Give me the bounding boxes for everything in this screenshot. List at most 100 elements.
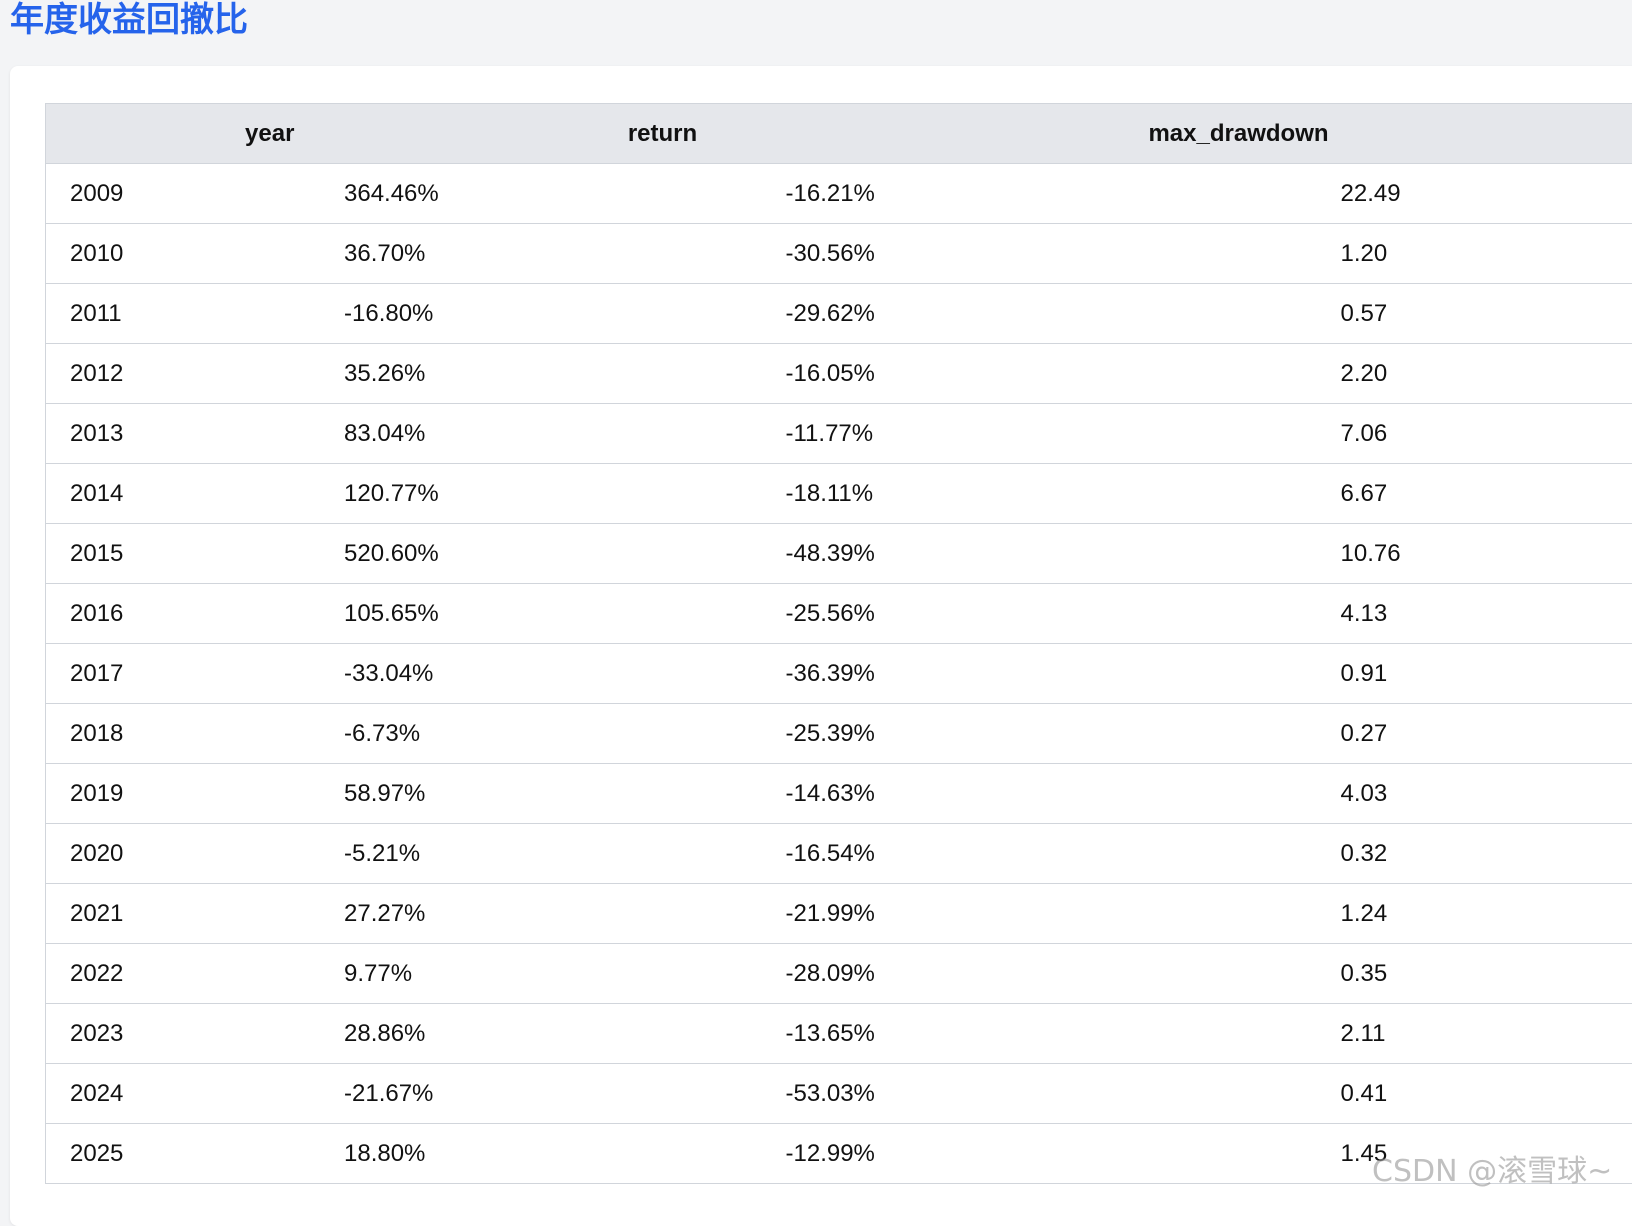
cell-return: -28.09%	[494, 944, 832, 1004]
table-card: year return max_drawdown 2009 364.46% -16.…	[10, 66, 1632, 1226]
cell-year: 2024 -21.67%	[46, 1064, 494, 1124]
cell-max-drawdown: 0.91	[832, 644, 1632, 704]
cell-max-drawdown: 10.76	[832, 524, 1632, 584]
ratio-value: 1.20	[1341, 240, 1388, 268]
table-row: 2011-16.80%-29.62% 0.57	[46, 284, 1632, 344]
return-value: 58.97%	[344, 780, 425, 808]
cell-return: -48.39%	[494, 524, 832, 584]
cell-max-drawdown: 22.49	[832, 164, 1632, 224]
cell-year: 2011-16.80%	[46, 284, 494, 344]
cell-max-drawdown: 4.03	[832, 764, 1632, 824]
table-row: 2025 18.80% -12.99% 1.45	[46, 1124, 1632, 1184]
return-value: 120.77%	[344, 480, 439, 508]
cell-return: -18.11%	[494, 464, 832, 524]
year-value: 2013	[70, 420, 123, 448]
year-value: 2017	[70, 660, 123, 688]
ratio-value: 0.27	[1341, 720, 1388, 748]
return-value: 35.26%	[344, 360, 425, 388]
cell-return: -53.03%	[494, 1064, 832, 1124]
table-row: 2017-33.04%-36.39%0.91	[46, 644, 1632, 704]
return-value: 28.86%	[344, 1020, 425, 1048]
table-row: 2018 -6.73% -25.39% 0.27	[46, 704, 1632, 764]
ratio-value: 1.45	[1341, 1140, 1388, 1168]
table-row: 2009 364.46% -16.21% 22.49	[46, 164, 1632, 224]
cell-year: 2014 120.77%	[46, 464, 494, 524]
cell-year: 2017-33.04%	[46, 644, 494, 704]
ratio-value: 4.13	[1341, 600, 1388, 628]
return-value: 364.46%	[344, 180, 439, 208]
cell-max-drawdown: 0.32	[832, 824, 1632, 884]
ratio-value: 0.57	[1341, 300, 1388, 328]
year-value: 2021	[70, 900, 123, 928]
return-value: 27.27%	[344, 900, 425, 928]
year-value: 2024	[70, 1080, 123, 1108]
year-value: 2018	[70, 720, 123, 748]
cell-return: -29.62%	[494, 284, 832, 344]
table-row: 2024 -21.67% -53.03% 0.41	[46, 1064, 1632, 1124]
cell-max-drawdown: 1.45	[832, 1124, 1632, 1184]
cell-return: -21.99%	[494, 884, 832, 944]
year-value: 2016	[70, 600, 123, 628]
ratio-value: 7.06	[1341, 420, 1388, 448]
return-value: -6.73%	[344, 720, 420, 748]
cell-year: 2013 83.04%	[46, 404, 494, 464]
ratio-value: 2.11	[1341, 1020, 1386, 1048]
ratio-value: 10.76	[1341, 540, 1401, 568]
ratio-value: 0.41	[1341, 1080, 1388, 1108]
table-row: 2013 83.04% -11.77% 7.06	[46, 404, 1632, 464]
table-row: 2016 105.65% -25.56% 4.13	[46, 584, 1632, 644]
ratio-value: 0.35	[1341, 960, 1388, 988]
year-value: 2025	[70, 1140, 123, 1168]
header-max-drawdown[interactable]: max_drawdown	[832, 104, 1632, 164]
cell-year: 2023 28.86%	[46, 1004, 494, 1064]
cell-return: -11.77%	[494, 404, 832, 464]
year-value: 2009	[70, 180, 123, 208]
cell-max-drawdown: 0.35	[832, 944, 1632, 1004]
page-title: 年度收益回撤比	[10, 0, 248, 40]
return-value: 9.77%	[344, 960, 412, 988]
year-value: 2012	[70, 360, 123, 388]
cell-return: -16.05%	[494, 344, 832, 404]
cell-max-drawdown: 1.20	[832, 224, 1632, 284]
header-year[interactable]: year	[46, 104, 494, 164]
table-header-row: year return max_drawdown	[46, 104, 1632, 164]
annual-return-drawdown-table: year return max_drawdown 2009 364.46% -16.…	[45, 103, 1632, 1184]
year-value: 2020	[70, 840, 123, 868]
return-value: 18.80%	[344, 1140, 425, 1168]
cell-max-drawdown: 0.57	[832, 284, 1632, 344]
cell-return: -12.99%	[494, 1124, 832, 1184]
cell-year: 2016 105.65%	[46, 584, 494, 644]
cell-max-drawdown: 0.41	[832, 1064, 1632, 1124]
cell-return: -25.56%	[494, 584, 832, 644]
table-row: 2020-5.21%-16.54%0.32	[46, 824, 1632, 884]
header-return[interactable]: return	[494, 104, 832, 164]
cell-return: -16.54%	[494, 824, 832, 884]
year-value: 2015	[70, 540, 123, 568]
year-value: 2014	[70, 480, 123, 508]
table-row: 2021 27.27% -21.99%1.24	[46, 884, 1632, 944]
cell-year: 2025 18.80%	[46, 1124, 494, 1184]
cell-return: -25.39%	[494, 704, 832, 764]
year-value: 2023	[70, 1020, 123, 1048]
cell-return: -16.21%	[494, 164, 832, 224]
return-value: 36.70%	[344, 240, 425, 268]
cell-max-drawdown: 2.11	[832, 1004, 1632, 1064]
return-value: 83.04%	[344, 420, 425, 448]
cell-year: 2012 35.26%	[46, 344, 494, 404]
return-value: -21.67%	[344, 1080, 433, 1108]
cell-max-drawdown: 6.67	[832, 464, 1632, 524]
cell-year: 2009 364.46%	[46, 164, 494, 224]
return-value: 105.65%	[344, 600, 439, 628]
cell-year: 2020-5.21%	[46, 824, 494, 884]
cell-return: -36.39%	[494, 644, 832, 704]
cell-max-drawdown: 4.13	[832, 584, 1632, 644]
ratio-value: 2.20	[1341, 360, 1388, 388]
ratio-value: 22.49	[1341, 180, 1401, 208]
cell-year: 2021 27.27%	[46, 884, 494, 944]
year-value: 2019	[70, 780, 123, 808]
cell-max-drawdown: 1.24	[832, 884, 1632, 944]
